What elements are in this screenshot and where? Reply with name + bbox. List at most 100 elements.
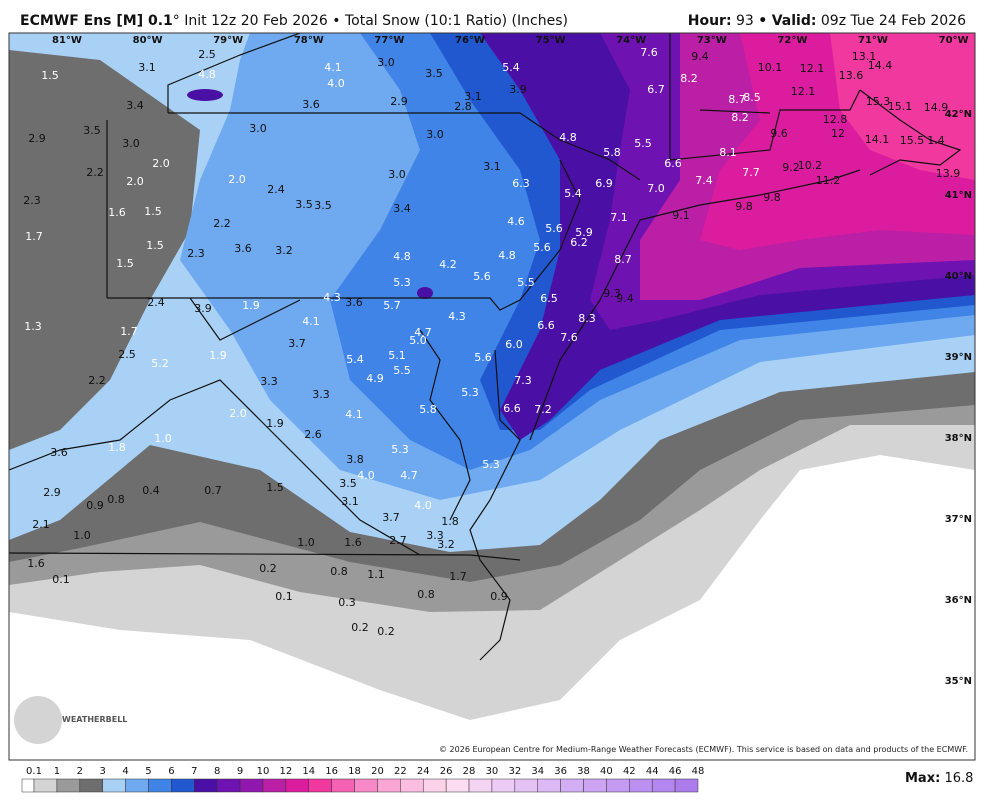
snow-total: 4.8 — [559, 131, 577, 144]
snow-total: 8.2 — [731, 111, 749, 124]
snow-total: 1.9 — [242, 299, 260, 312]
snow-total: 1.6 — [108, 206, 126, 219]
snow-total: 14.9 — [924, 101, 949, 114]
snow-total: 0.2 — [351, 621, 369, 634]
snow-total: 5.3 — [391, 443, 409, 456]
snow-total: 14.1 — [865, 133, 890, 146]
latitude-label: 35°N — [945, 676, 972, 687]
snow-total: 4.1 — [324, 61, 342, 74]
legend-level: 16 — [325, 766, 338, 777]
snow-total: 3.4 — [126, 99, 144, 112]
state-border — [189, 297, 301, 341]
snow-total: 2.1 — [32, 518, 50, 531]
snow-total: 5.6 — [474, 351, 492, 364]
snow-total: 1.4 — [927, 134, 945, 147]
snow-total: 1.0 — [73, 529, 91, 542]
state-border — [9, 552, 521, 561]
snow-total: 5.7 — [383, 299, 401, 312]
snow-total: 1.7 — [25, 230, 43, 243]
longitude-label: 74°W — [616, 35, 646, 46]
title: ° Init 12z 20 Feb 2026 • Total Snow (10:… — [172, 13, 568, 29]
snow-total: 3.1 — [464, 90, 482, 103]
snow-total: 12 — [831, 127, 845, 140]
snow-total: 7.0 — [647, 182, 665, 195]
legend-level: 44 — [646, 766, 659, 777]
coastline — [529, 219, 641, 441]
logo: WEATHERBELL — [14, 696, 127, 744]
max-label: Max: — [905, 771, 941, 786]
snow-total: 2.5 — [118, 348, 136, 361]
latitude-label: 40°N — [945, 271, 972, 282]
hour-label: Hour: — [687, 13, 732, 29]
snow-total: 5.0 — [409, 334, 427, 347]
snow-total: 7.6 — [640, 46, 658, 59]
snow-field — [9, 33, 975, 760]
snow-total: 11.2 — [816, 174, 841, 187]
snow-total: 9.6 — [770, 127, 788, 140]
legend-level: 2 — [77, 766, 83, 777]
longitude-label: 73°W — [697, 35, 727, 46]
legend-swatch — [606, 778, 630, 793]
snow-total: 7.4 — [695, 174, 713, 187]
snow-total: 9.4 — [616, 292, 634, 305]
snow-total: 5.9 — [575, 226, 593, 239]
legend-level: 12 — [279, 766, 292, 777]
snow-total: 3.2 — [275, 244, 293, 257]
legend-level: 38 — [577, 766, 590, 777]
max: 16.8 — [944, 771, 974, 786]
legend-level: 32 — [508, 766, 521, 777]
snow-total: 3.6 — [302, 98, 320, 111]
snow-total: 1.8 — [108, 441, 126, 454]
snow-total: 2.3 — [187, 247, 205, 260]
snow-total: 4.9 — [366, 372, 384, 385]
snow-total: 3.9 — [509, 83, 527, 96]
snow-total: 15.1 — [888, 100, 913, 113]
snow-spot — [417, 287, 433, 299]
snow-total: 6.0 — [505, 338, 523, 351]
snow-total: 6.9 — [595, 177, 613, 190]
snow-total: 5.4 — [564, 187, 582, 200]
latitude-label: 41°N — [945, 190, 972, 201]
longitude-label: 80°W — [133, 35, 163, 46]
snow-total: 3.4 — [393, 202, 411, 215]
latitude-label: 38°N — [945, 433, 972, 444]
snow-total: 0.8 — [417, 588, 435, 601]
legend-swatch — [171, 778, 195, 793]
snow-total: 2.0 — [126, 175, 144, 188]
snow-total: 4.0 — [327, 77, 345, 90]
valid-time: 09z Tue 24 Feb 2026 — [820, 13, 966, 29]
legend-swatch — [583, 778, 607, 793]
snow-total: 4.1 — [302, 315, 320, 328]
snow-total: 6.6 — [503, 402, 521, 415]
legend-swatch — [56, 778, 81, 793]
snow-total: 1.5 — [146, 239, 164, 252]
snow-total: 2.4 — [267, 183, 285, 196]
snow-total: 1.9 — [209, 349, 227, 362]
snow-total: 14.4 — [868, 59, 893, 72]
snow-total: 0.3 — [338, 596, 356, 609]
legend-level: 6 — [168, 766, 174, 777]
snow-total: 0.2 — [259, 562, 277, 575]
legend-swatch — [102, 778, 126, 793]
model-name: ECMWF Ens [M] 0.1 — [20, 13, 173, 29]
snow-total: 1.7 — [120, 325, 138, 338]
snow-total: 2.5 — [198, 48, 216, 61]
snow-total: 4.0 — [357, 469, 375, 482]
snow-total: 2.7 — [389, 534, 407, 547]
legend-swatch — [629, 778, 653, 793]
legend-level: 26 — [440, 766, 453, 777]
state-border — [167, 33, 301, 113]
snow-total: 3.5 — [339, 477, 357, 490]
legend-swatch — [514, 778, 538, 793]
legend-level: 20 — [371, 766, 384, 777]
legend-swatch — [674, 778, 699, 793]
bay-shore — [419, 329, 471, 521]
snow-total: 5.5 — [634, 137, 652, 150]
snow-total: 1.5 — [41, 69, 59, 82]
snow-total: 15.5 — [900, 134, 925, 147]
snow-total: 3.0 — [377, 56, 395, 69]
snow-total: 6.2 — [570, 236, 588, 249]
legend-swatch — [445, 778, 470, 793]
snow-total: 10.2 — [798, 159, 823, 172]
snow-total: 5.1 — [388, 349, 406, 362]
